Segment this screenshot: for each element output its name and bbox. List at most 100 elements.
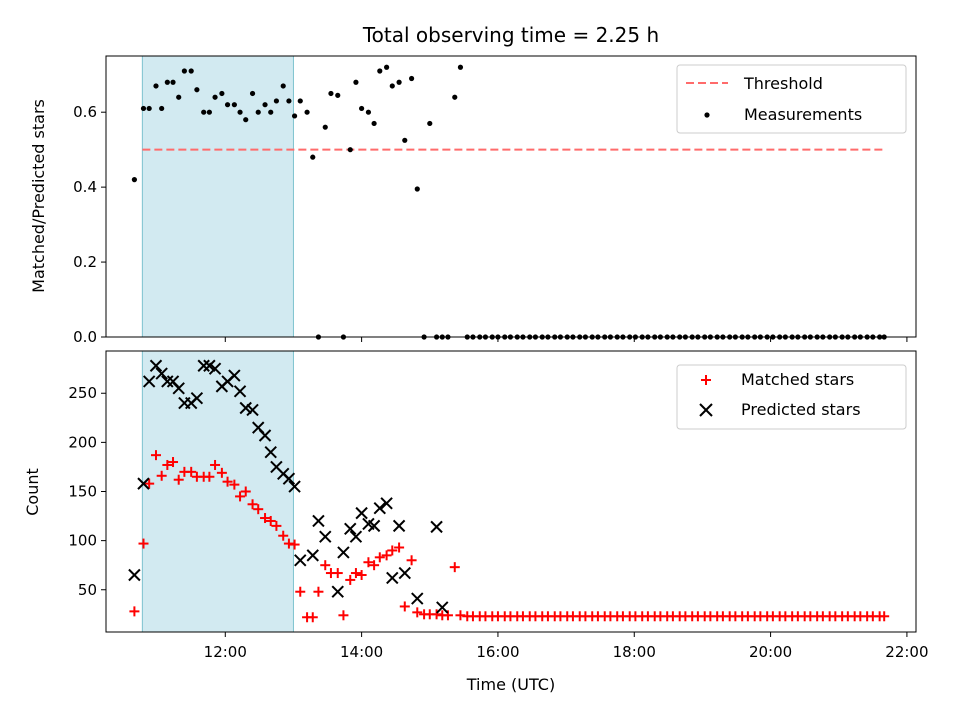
measurement-point — [304, 109, 310, 115]
matched-star-point — [295, 586, 306, 597]
predicted-star-point — [349, 530, 363, 543]
matched-star-point — [210, 459, 221, 470]
measurement-point — [219, 90, 225, 97]
predicted-star-point — [373, 501, 386, 515]
predicted-star-mark — [142, 375, 156, 388]
x-tick-label: 12:00 — [204, 643, 247, 661]
matched-star-point — [144, 478, 155, 489]
legend-predicted-marker — [699, 403, 713, 417]
predicted-star-mark — [128, 568, 141, 582]
predicted-star-mark — [228, 369, 241, 382]
matched-star-point — [307, 612, 318, 623]
measurement-point — [408, 75, 415, 82]
matched-star-point — [394, 542, 405, 553]
measurement-point — [212, 94, 218, 100]
matched-star-point — [247, 499, 258, 510]
y-tick-label: 0.6 — [73, 103, 97, 121]
matched-star-point — [229, 479, 240, 490]
predicted-star-mark — [252, 421, 265, 434]
matched-star-point — [381, 550, 392, 561]
matched-star-point — [332, 568, 343, 579]
predicted-star-mark — [190, 391, 204, 405]
predicted-star-mark — [246, 403, 259, 417]
predicted-star-mark — [306, 549, 319, 562]
measurement-point — [371, 120, 377, 127]
predicted-star-point — [355, 506, 368, 520]
measurement-point — [249, 90, 256, 97]
predicted-star-mark — [137, 477, 150, 490]
predicted-star-point — [306, 549, 319, 562]
measurement-point — [359, 105, 365, 112]
predicted-star-point — [190, 391, 204, 405]
matched-star-point — [313, 586, 324, 597]
predicted-star-point — [294, 554, 307, 567]
matched-star-point — [363, 557, 374, 568]
predicted-star-point — [337, 546, 350, 559]
measurement-point — [170, 79, 176, 85]
predicted-star-mark — [367, 519, 381, 533]
predicted-star-point — [137, 477, 150, 490]
predicted-star-point — [319, 530, 332, 543]
measurement-point — [131, 177, 138, 183]
predicted-star-point — [436, 601, 449, 614]
measurement-point — [243, 117, 249, 123]
predicted-star-mark — [172, 382, 185, 395]
predicted-star-mark — [149, 359, 163, 372]
legend-measurements-marker — [704, 112, 710, 118]
matched-star-point — [222, 476, 233, 487]
matched-star-point — [406, 555, 417, 566]
matched-star-point — [240, 486, 251, 497]
measurement-point — [262, 102, 268, 108]
measurement-point — [181, 68, 187, 74]
matched-star-point — [216, 467, 227, 478]
matched-star-point — [345, 574, 356, 585]
predicted-star-mark — [161, 375, 174, 388]
matched-star-point — [265, 515, 276, 526]
predicted-star-mark — [319, 530, 332, 543]
measurement-point — [194, 87, 200, 93]
predicted-star-mark — [380, 497, 393, 510]
x-tick-label: 22:00 — [885, 643, 928, 661]
x-axis-label: Time (UTC) — [466, 675, 555, 694]
measurement-point — [273, 98, 280, 104]
measurement-point — [280, 83, 286, 89]
measurement-point — [268, 109, 274, 115]
matched-star-point — [320, 560, 331, 571]
matched-star-point — [278, 530, 289, 541]
predicted-star-point — [411, 592, 424, 605]
measurement-point — [384, 64, 390, 70]
matched-star-point — [449, 562, 460, 573]
matched-star-point — [168, 457, 179, 468]
predicted-star-point — [208, 362, 222, 375]
top-legend-box — [676, 64, 907, 134]
y-tick-label: 150 — [68, 483, 97, 501]
measurement-point — [452, 94, 458, 100]
predicted-star-mark — [270, 460, 283, 474]
x-tick-label: 20:00 — [749, 643, 792, 661]
y-tick-label: 0.0 — [73, 328, 97, 346]
measurement-point — [353, 79, 359, 85]
matched-star-point — [235, 491, 246, 502]
matched-star-point — [138, 538, 149, 549]
predicted-star-mark — [155, 367, 168, 380]
predicted-star-mark — [355, 506, 368, 520]
measurement-point — [322, 124, 328, 130]
matched-star-point — [369, 560, 380, 571]
matched-star-point — [387, 545, 398, 556]
observing-span — [141, 350, 294, 633]
y-tick-label: 100 — [68, 532, 97, 550]
legend-threshold-label: Threshold — [743, 74, 823, 93]
matched-star-point — [173, 474, 184, 485]
predicted-star-point — [264, 445, 277, 459]
measurement-point — [347, 147, 353, 153]
legend-matched-marker — [701, 375, 711, 385]
measurement-point — [140, 105, 147, 112]
measurement-point — [188, 68, 194, 74]
measurement-point — [224, 102, 231, 108]
predicted-star-point — [142, 375, 156, 388]
measurement-point — [255, 109, 261, 115]
predicted-star-mark — [386, 571, 399, 585]
x-tick-label: 16:00 — [476, 643, 519, 661]
measurement-point — [414, 186, 420, 192]
matched-star-point — [186, 466, 197, 477]
